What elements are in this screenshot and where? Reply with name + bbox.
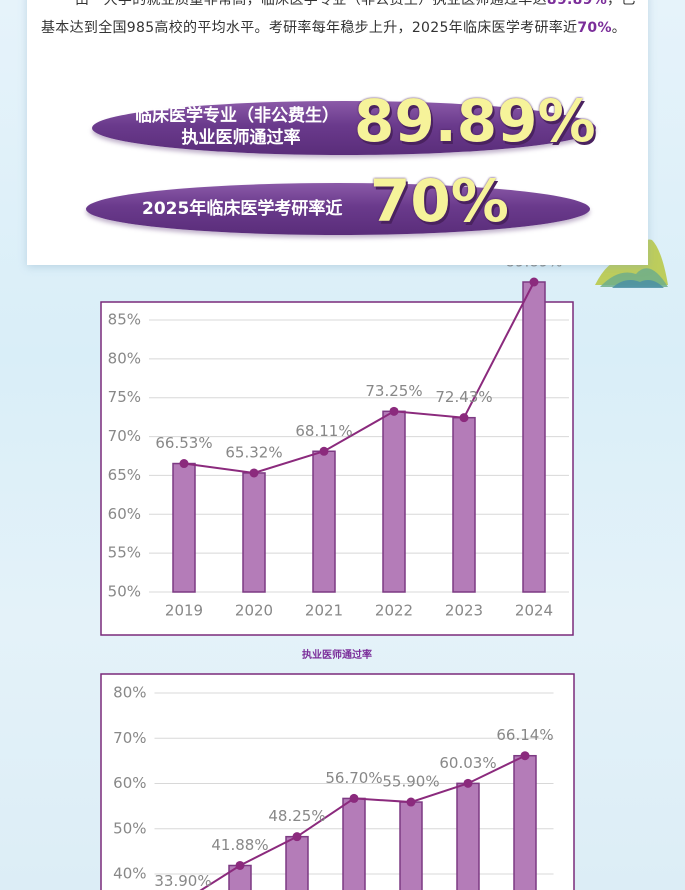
value-label: 65.32% [225, 443, 282, 461]
x-tick-label: 2023 [445, 602, 483, 620]
value-label: 60.03% [439, 754, 496, 772]
bar [399, 801, 423, 890]
chart-frame [100, 301, 574, 636]
bar [522, 281, 546, 593]
text: 由一大学的就业质量非常高，临床医学专业（非公费生）执业医师通过率达 [75, 0, 547, 8]
value-label: 68.11% [295, 422, 352, 440]
banner-line: 临床医学专业（非公费生） [135, 106, 339, 126]
x-tick-label: 2022 [375, 602, 413, 620]
banner-line: 执业医师通过率 [181, 128, 301, 148]
x-tick-label: 2019 [165, 602, 203, 620]
banner-bg [92, 101, 596, 155]
banner-bg [86, 183, 590, 235]
banner: 2025年临床医学考研率近 70% [86, 167, 590, 235]
bar [342, 797, 366, 890]
y-tick-label: 85% [108, 311, 141, 329]
y-tick-label: 50% [108, 583, 141, 601]
point [319, 446, 329, 456]
highlight: 89.89% [546, 0, 608, 8]
banner-figure: 70% [370, 167, 509, 235]
banner-label: 临床医学专业（非公费生） 执业医师通过率 [112, 105, 362, 149]
y-tick-label: 80% [113, 684, 146, 702]
y-tick-label: 70% [108, 427, 141, 445]
value-label: 33.90% [154, 872, 211, 890]
y-tick-label: 40% [113, 865, 146, 883]
y-tick-label: 50% [113, 819, 146, 837]
bar [312, 450, 336, 593]
y-tick-label: 80% [108, 349, 141, 367]
y-tick-label: 70% [113, 729, 146, 747]
text: 。 [611, 20, 627, 36]
bar [172, 462, 196, 593]
value-label: 66.14% [496, 726, 553, 744]
banner-label: 2025年临床医学考研率近 [142, 198, 342, 220]
chart: 50% 55% 60% 65% 70% 75% 80% 85% 2019 2020 2021 2022… [100, 252, 574, 661]
bar [382, 410, 406, 593]
intro-paragraph: 由一大学的就业质量非常高，临床医学专业（非公费生）执业医师通过率达89.89%，… [41, 0, 637, 42]
value-label: 73.25% [365, 382, 422, 400]
point [406, 797, 416, 807]
highlight: 70% [577, 20, 612, 36]
x-tick-label: 2020 [235, 602, 273, 620]
y-tick-label: 75% [108, 388, 141, 406]
trend-line [183, 281, 535, 474]
chart: 40% 50% 60% 70% 80% 33.90%41.88%48.25% 56.70% 5… [100, 673, 575, 890]
bar [285, 835, 309, 890]
point [520, 751, 530, 761]
point [249, 468, 259, 478]
x-tick-label: 2024 [515, 602, 553, 620]
point [292, 832, 302, 842]
value-label: 48.25% [268, 807, 325, 825]
text: ，已基本达到全国985高校的平均水平。考研率每年稳步上升，2025年临床医学考研… [41, 0, 636, 36]
bar [242, 472, 266, 593]
bar [456, 782, 480, 890]
point [389, 406, 399, 416]
point [349, 793, 359, 803]
banner-figure: 89.89% [354, 87, 596, 155]
y-tick-label: 60% [113, 774, 146, 792]
value-label: 56.70% [325, 769, 382, 787]
value-label: 55.90% [382, 773, 439, 791]
banner-line: 2025年临床医学考研率近 [142, 199, 343, 219]
point [235, 860, 245, 870]
chart-frame [100, 673, 575, 890]
point [463, 778, 473, 788]
value-label: 41.88% [211, 836, 268, 854]
point [459, 413, 469, 423]
chart-title: 执业医师通过率 [302, 648, 372, 661]
x-tick-label: 2021 [305, 602, 343, 620]
banner: 临床医学专业（非公费生） 执业医师通过率 89.89% [92, 87, 596, 155]
bar [513, 754, 537, 890]
y-tick-label: 55% [108, 544, 141, 562]
y-tick-label: 65% [108, 466, 141, 484]
value-label: 66.53% [155, 434, 212, 452]
value-label: 72.43% [435, 388, 492, 406]
point [179, 459, 189, 469]
y-tick-label: 60% [108, 505, 141, 523]
point [529, 277, 539, 287]
bar [452, 416, 476, 593]
